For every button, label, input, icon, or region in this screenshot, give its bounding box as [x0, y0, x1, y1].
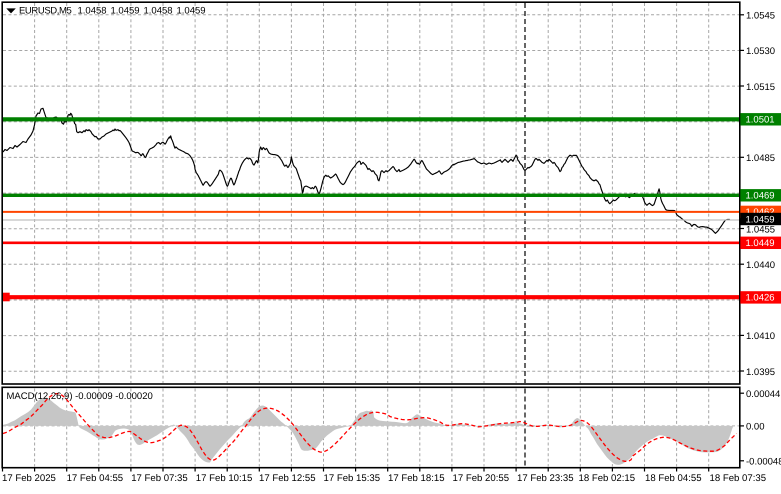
svg-text:1.0458: 1.0458: [144, 6, 173, 17]
svg-text:17 Feb 23:35: 17 Feb 23:35: [517, 473, 574, 484]
svg-text:17 Feb 15:35: 17 Feb 15:35: [324, 473, 381, 484]
svg-text:1.0455: 1.0455: [746, 224, 775, 235]
svg-text:17 Feb 18:15: 17 Feb 18:15: [388, 473, 445, 484]
svg-text:1.0459: 1.0459: [111, 6, 140, 17]
svg-text:1.0515: 1.0515: [746, 82, 775, 93]
svg-text:1.0462: 1.0462: [746, 207, 775, 218]
svg-text:-0.00048: -0.00048: [746, 457, 781, 468]
svg-text:17 Feb 12:55: 17 Feb 12:55: [259, 473, 316, 484]
svg-text:1.0410: 1.0410: [746, 331, 775, 342]
svg-text:0.00044: 0.00044: [746, 389, 780, 400]
svg-text:1.0458: 1.0458: [78, 6, 107, 17]
svg-text:17 Feb 04:55: 17 Feb 04:55: [67, 473, 124, 484]
svg-text:0.00: 0.00: [746, 422, 765, 433]
svg-text:1.0459: 1.0459: [177, 6, 206, 17]
svg-text:1.0395: 1.0395: [746, 367, 775, 378]
svg-text:18 Feb 04:55: 18 Feb 04:55: [645, 473, 702, 484]
svg-text:1.0459: 1.0459: [746, 214, 775, 225]
svg-text:18 Feb 02:15: 18 Feb 02:15: [579, 473, 636, 484]
svg-text:1.0440: 1.0440: [746, 260, 775, 271]
svg-text:17 Feb 10:15: 17 Feb 10:15: [196, 473, 253, 484]
svg-text:1.0545: 1.0545: [746, 11, 775, 22]
svg-text:1.0501: 1.0501: [746, 115, 775, 126]
svg-text:18 Feb 07:35: 18 Feb 07:35: [710, 473, 767, 484]
svg-text:17 Feb 20:55: 17 Feb 20:55: [453, 473, 510, 484]
svg-text:1.0426: 1.0426: [746, 293, 775, 304]
svg-text:17 Feb 07:35: 17 Feb 07:35: [131, 473, 188, 484]
svg-text:1.0469: 1.0469: [746, 191, 775, 202]
svg-text:1.0449: 1.0449: [746, 238, 775, 249]
svg-text:1.0530: 1.0530: [746, 46, 775, 57]
svg-text:MACD(12,26,9) -0.00009 -0.0002: MACD(12,26,9) -0.00009 -0.00020: [7, 391, 153, 402]
svg-text:EURUSD,M5: EURUSD,M5: [19, 6, 71, 17]
svg-text:17 Feb 2025: 17 Feb 2025: [2, 473, 56, 484]
svg-text:1.0485: 1.0485: [746, 153, 775, 164]
